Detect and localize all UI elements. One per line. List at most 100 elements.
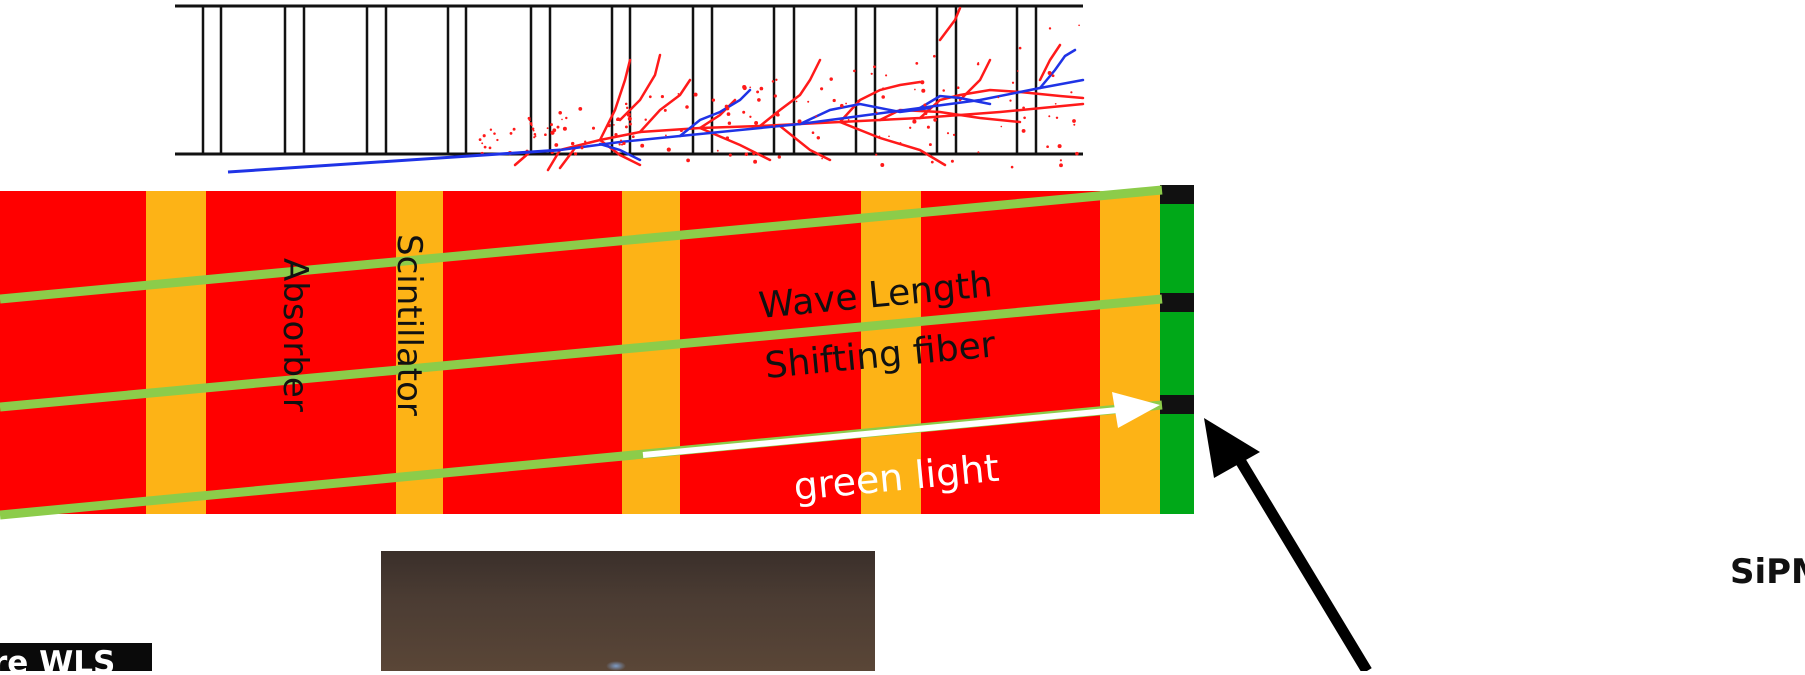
energy-deposit-dot [1021,128,1026,133]
energy-deposit-dot [754,121,759,125]
energy-deposit-dot [685,105,689,109]
energy-deposit-dot [624,102,628,106]
energy-deposit-dot [663,108,667,112]
energy-deposit-dot [728,153,732,157]
energy-deposit-dot [1070,91,1073,94]
energy-deposit-dot [997,96,1000,99]
energy-deposit-dot [753,159,758,164]
energy-deposit-dot [533,136,536,139]
energy-deposit-dot [591,126,596,130]
scintillator-layer [396,191,443,514]
absorber-label: Absorber [275,258,315,412]
arrow-up-left-icon [1204,418,1372,674]
energy-deposit-dot [561,118,563,121]
energy-deposit-dot [1018,46,1022,50]
energy-deposit-dot [528,119,531,122]
energy-deposit-dot [544,133,547,137]
energy-deposit-dot [942,89,945,92]
photo-highlight [606,661,626,671]
energy-deposit-dot [624,125,628,129]
sipm-pad [1160,293,1194,312]
energy-deposit-dot [665,134,667,137]
energy-deposit-dot [565,116,568,120]
shower-track [513,146,577,172]
energy-deposit-dot [483,145,487,149]
energy-deposit-dot [1046,145,1049,149]
energy-deposit-dot [1023,116,1026,120]
energy-deposit-dot [882,87,885,90]
energy-deposit-dot [613,124,615,126]
energy-deposit-dot [1047,71,1052,75]
energy-deposit-dot [873,65,876,69]
energy-deposit-dot [909,126,912,129]
energy-deposit-dot [1072,119,1076,123]
energy-deposit-dot [546,127,549,130]
energy-deposit-dot [742,110,746,114]
energy-deposit-dot [666,147,671,152]
energy-deposit-dot [686,158,690,163]
energy-deposit-dot [946,132,950,135]
energy-deposit-dot [607,123,611,128]
wls-fiber [0,185,1163,304]
energy-deposit-dot [821,157,823,160]
energy-deposit-dot [534,135,537,137]
energy-deposit-dot [845,102,848,105]
energy-deposit-dot [755,152,758,154]
energy-deposit-dot [832,98,836,103]
energy-deposit-dot [478,138,482,142]
scintillator-label: Scintillator [389,234,429,416]
energy-deposit-dot [552,128,557,133]
energy-deposit-dot [930,160,934,164]
shower-track [1038,48,1077,90]
energy-deposit-dot [693,92,698,97]
energy-deposit-dot [554,143,559,147]
sipm-pad [1160,185,1194,204]
energy-deposit-dot [614,133,618,137]
shower-energy-deposits [478,24,1080,169]
energy-deposit-dot [1073,123,1076,126]
energy-deposit-dot [820,87,824,91]
energy-deposit-dot [570,141,575,146]
energy-deposit-dot [481,142,484,145]
energy-deposit-dot [795,100,798,103]
event-display [175,4,1085,174]
shower-track [558,78,1085,152]
energy-deposit-dot [840,103,844,108]
energy-deposit-dot [857,99,860,103]
energy-deposit-dot [915,62,919,65]
energy-deposit-dot [775,78,778,81]
energy-deposit-dot [584,140,587,143]
energy-deposit-dot [759,86,764,91]
energy-deposit-dot [881,95,885,99]
shower-track [798,102,932,126]
energy-deposit-dot [1009,99,1012,102]
energy-deposit-dot [531,127,535,131]
energy-deposit-dot [771,80,775,83]
energy-deposit-dot [627,116,632,121]
energy-deposit-dot [622,141,626,146]
shower-track [678,88,752,138]
detector-layer-lines [201,6,1038,154]
energy-deposit-dot [1059,159,1062,162]
energy-deposit-dot [1054,102,1057,105]
energy-deposit-dot [811,131,815,135]
energy-deposit-dot [1048,115,1051,118]
energy-deposit-dot [616,118,619,121]
energy-deposit-dot [956,86,960,89]
energy-deposit-dot [926,125,930,129]
energy-deposit-dot [1075,151,1079,156]
energy-deposit-dot [885,74,888,77]
scintillator-layer [1100,191,1160,514]
energy-deposit-dot [923,103,927,107]
energy-deposit-dot [573,152,578,156]
energy-deposit-dot [807,100,810,103]
energy-deposit-dot [932,54,936,58]
shower-track [638,78,692,134]
sipm-pad [1160,395,1194,414]
energy-deposit-dot [711,98,716,102]
energy-deposit-dot [933,118,937,122]
sipm-label: SiPM [1730,552,1805,592]
photo-caption-text: re WLS [0,645,116,672]
energy-deposit-dot [660,95,664,99]
